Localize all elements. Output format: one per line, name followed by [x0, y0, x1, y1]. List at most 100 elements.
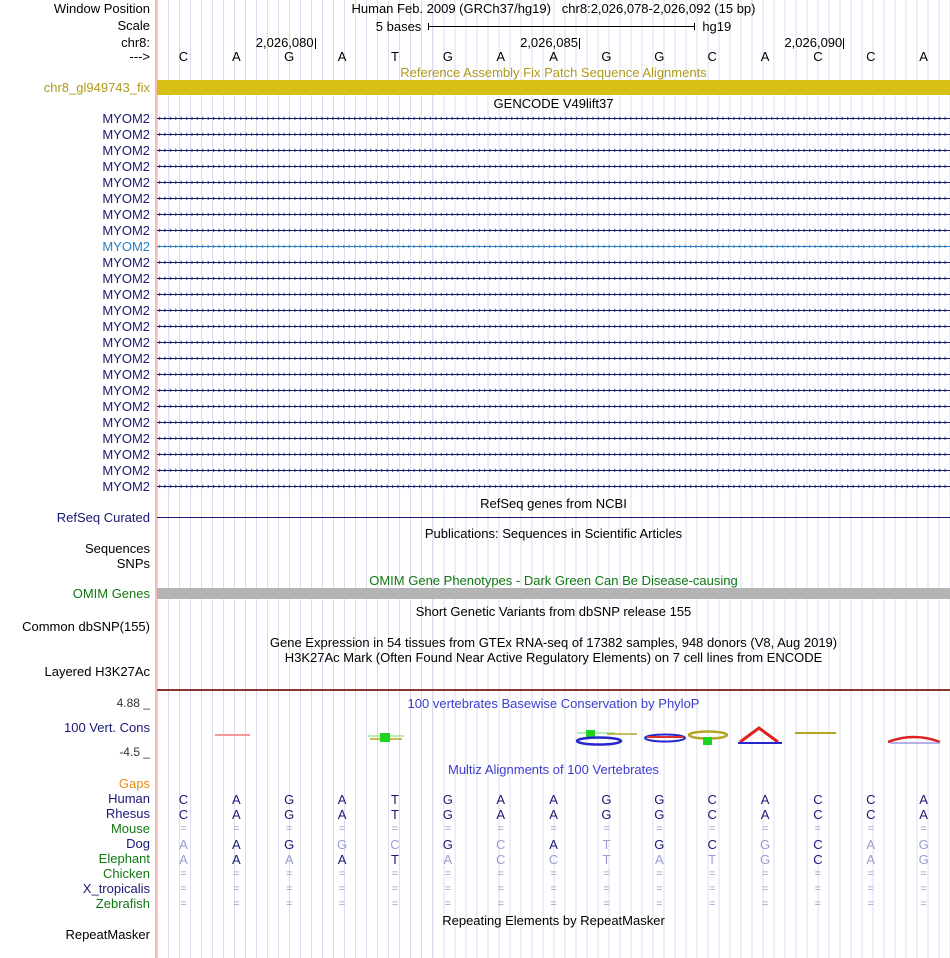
gene-row[interactable]: ››››››››››››››››››››››››››››››››››››››››…: [157, 111, 950, 127]
alignment-base: =: [338, 883, 346, 895]
track-separator-line: [157, 689, 950, 691]
base-letter: G: [284, 49, 295, 64]
species-label[interactable]: Elephant: [98, 851, 150, 866]
gene-label[interactable]: MYOM2: [102, 255, 150, 270]
gene-row[interactable]: ››››››››››››››››››››››››››››››››››››››››…: [157, 479, 950, 495]
gene-row[interactable]: ››››››››››››››››››››››››››››››››››››››››…: [157, 415, 950, 431]
gene-label[interactable]: MYOM2: [102, 287, 150, 302]
gene-label[interactable]: MYOM2: [102, 207, 150, 222]
gene-label[interactable]: MYOM2: [102, 239, 150, 254]
assembly-text: Human Feb. 2009 (GRCh37/hg19): [351, 1, 551, 16]
gene-label[interactable]: MYOM2: [102, 431, 150, 446]
gene-label[interactable]: MYOM2: [102, 399, 150, 414]
alignment-base: A: [337, 807, 347, 822]
gene-row[interactable]: ››››››››››››››››››››››››››››››››››››››››…: [157, 367, 950, 383]
refseq-curated-label[interactable]: RefSeq Curated: [56, 510, 150, 525]
species-label[interactable]: X_tropicalis: [82, 881, 150, 896]
alignment-base: =: [233, 898, 240, 910]
gene-row[interactable]: ››››››››››››››››››››››››››››››››››››››››…: [157, 175, 950, 191]
gene-row[interactable]: ››››››››››››››››››››››››››››››››››››››››…: [157, 159, 950, 175]
alignment-base: C: [707, 807, 717, 822]
gene-label[interactable]: MYOM2: [102, 335, 150, 350]
repeatmasker-label[interactable]: RepeatMasker: [65, 927, 150, 942]
species-row[interactable]: = = = = = = = = = = = = = = =: [157, 822, 950, 837]
gene-label[interactable]: MYOM2: [102, 111, 150, 126]
species-label[interactable]: Dog: [126, 836, 150, 851]
species-row[interactable]: = = = = = = = = = = = = = = =: [157, 897, 950, 912]
gene-label[interactable]: MYOM2: [102, 159, 150, 174]
scale-bar: [428, 22, 696, 30]
species-row[interactable]: = = = = = = = = = = = = = = =: [157, 867, 950, 882]
species-label[interactable]: Gaps: [118, 776, 150, 791]
gene-row[interactable]: ››››››››››››››››››››››››››››››››››››››››…: [157, 319, 950, 335]
gene-label[interactable]: MYOM2: [102, 447, 150, 462]
species-label[interactable]: Mouse: [110, 821, 150, 836]
gene-row[interactable]: ››››››››››››››››››››››››››››››››››››››››…: [157, 191, 950, 207]
species-label[interactable]: Chicken: [103, 866, 150, 881]
common-dbsnp-label[interactable]: Common dbSNP(155): [22, 619, 150, 634]
gene-row[interactable]: ››››››››››››››››››››››››››››››››››››››››…: [157, 463, 950, 479]
alignment-base: =: [656, 898, 663, 910]
gene-label[interactable]: MYOM2: [102, 271, 150, 286]
gene-row[interactable]: ››››››››››››››››››››››››››››››››››››››››…: [157, 431, 950, 447]
gene-row[interactable]: ››››››››››››››››››››››››››››››››››››››››…: [157, 335, 950, 351]
alignment-base: A: [232, 837, 241, 852]
gene-row[interactable]: ››››››››››››››››››››››››››››››››››››››››…: [157, 143, 950, 159]
strand-label: --->: [129, 49, 150, 64]
gene-row[interactable]: ››››››››››››››››››››››››››››››››››››››››…: [157, 287, 950, 303]
conservation-plot[interactable]: [157, 722, 950, 754]
fix-patch-bar[interactable]: [157, 80, 950, 95]
layered-h3k27ac-label[interactable]: Layered H3K27Ac: [44, 664, 150, 679]
species-row[interactable]: = = = = = = = = = = = = = = =: [157, 882, 950, 897]
gene-label[interactable]: MYOM2: [102, 367, 150, 382]
sequences-label[interactable]: Sequences: [84, 541, 150, 556]
alignment-base: G: [654, 807, 665, 822]
coordinate-tick-label: 2,026,090: [784, 35, 845, 50]
alignment-base: A: [866, 852, 876, 867]
alignment-base: A: [549, 807, 558, 822]
fix-patch-item-label[interactable]: chr8_gl949743_fix: [43, 80, 150, 95]
alignment-base: T: [390, 792, 399, 807]
gene-label[interactable]: MYOM2: [102, 351, 150, 366]
snps-label[interactable]: SNPs: [116, 556, 150, 571]
gene-label[interactable]: MYOM2: [102, 463, 150, 478]
gene-label[interactable]: MYOM2: [102, 319, 150, 334]
species-label[interactable]: Zebrafish: [95, 896, 150, 911]
omim-genes-label[interactable]: OMIM Genes: [72, 586, 150, 601]
gene-label[interactable]: MYOM2: [102, 143, 150, 158]
omim-bar[interactable]: [157, 588, 950, 599]
alignment-base: =: [338, 898, 346, 910]
gene-label[interactable]: MYOM2: [102, 415, 150, 430]
gene-label[interactable]: MYOM2: [102, 303, 150, 318]
gene-row[interactable]: ››››››››››››››››››››››››››››››››››››››››…: [157, 383, 950, 399]
alignment-base: G: [442, 792, 453, 807]
gene-row[interactable]: ››››››››››››››››››››››››››››››››››››››››…: [157, 207, 950, 223]
conservation-label[interactable]: 100 Vert. Cons: [64, 720, 150, 735]
gene-row[interactable]: ››››››››››››››››››››››››››››››››››››››››…: [157, 239, 950, 255]
species-label[interactable]: Human: [108, 791, 150, 806]
gene-row[interactable]: ››››››››››››››››››››››››››››››››››››››››…: [157, 255, 950, 271]
alignment-base: C: [178, 792, 189, 807]
gene-label[interactable]: MYOM2: [102, 383, 150, 398]
alignment-base: =: [497, 883, 504, 895]
gene-row[interactable]: ››››››››››››››››››››››››››››››››››››››››…: [157, 351, 950, 367]
alignment-base: =: [444, 823, 452, 835]
gene-label[interactable]: MYOM2: [102, 127, 150, 142]
species-row[interactable]: [157, 777, 950, 792]
gene-label[interactable]: MYOM2: [102, 191, 150, 206]
gene-row[interactable]: ››››››››››››››››››››››››››››››››››››››››…: [157, 303, 950, 319]
gene-label[interactable]: MYOM2: [102, 175, 150, 190]
species-label[interactable]: Rhesus: [105, 806, 150, 821]
gene-row[interactable]: ››››››››››››››››››››››››››››››››››››››››…: [157, 447, 950, 463]
gene-label[interactable]: MYOM2: [102, 479, 150, 494]
gene-label[interactable]: MYOM2: [102, 223, 150, 238]
gene-row[interactable]: ››››››››››››››››››››››››››››››››››››››››…: [157, 399, 950, 415]
gene-row[interactable]: ››››››››››››››››››››››››››››››››››››››››…: [157, 271, 950, 287]
refseq-curated-line[interactable]: [157, 517, 950, 518]
gene-row[interactable]: ››››››››››››››››››››››››››››››››››››››››…: [157, 127, 950, 143]
gene-row[interactable]: ››››››››››››››››››››››››››››››››››››››››…: [157, 223, 950, 239]
